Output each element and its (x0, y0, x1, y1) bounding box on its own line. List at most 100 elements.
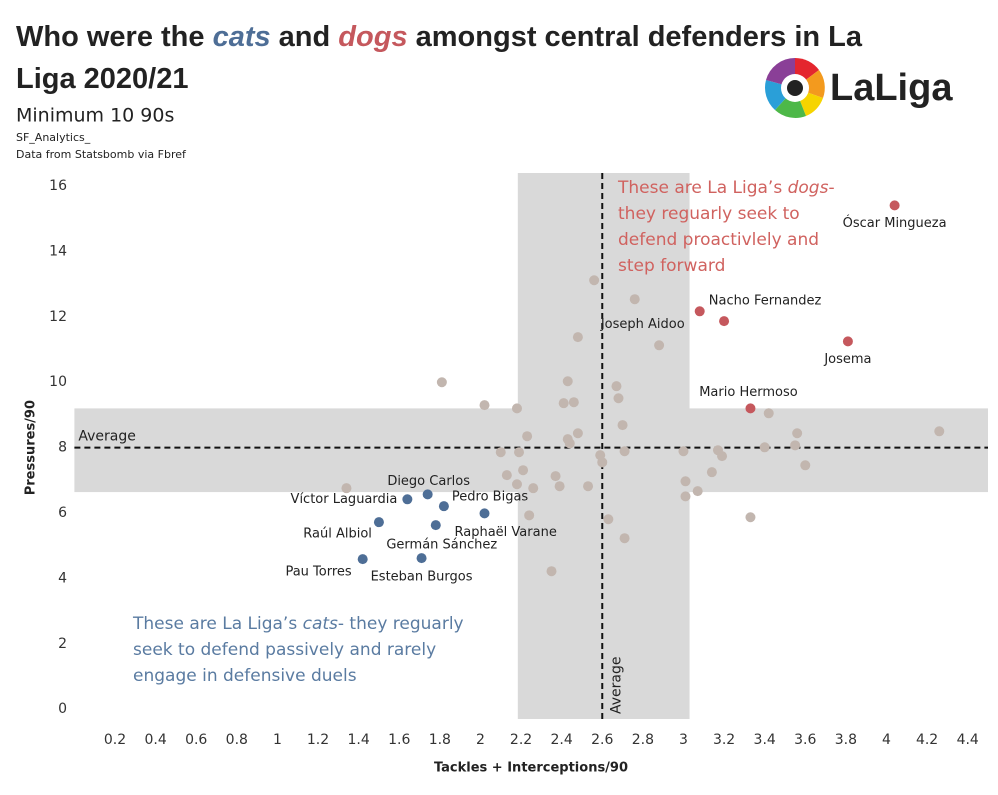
subtitle: Minimum 10 90s (16, 105, 174, 127)
point (438, 501, 449, 512)
point (550, 471, 561, 482)
x-tick-label: 1.8 (429, 732, 451, 748)
point-label: Pau Torres (285, 565, 351, 580)
point-label: Nacho Fernandez (709, 294, 822, 309)
x-tick-label: 1.2 (307, 732, 329, 748)
annotation-part: - (828, 178, 834, 198)
annotation-part: seek to defend passively and rarely (133, 640, 436, 660)
point (518, 465, 529, 476)
point (889, 200, 900, 211)
annotation-part: These are La Liga’s (617, 178, 788, 198)
x-tick-label: 4.4 (957, 732, 979, 748)
y-tick-label: 4 (58, 570, 67, 586)
point (759, 442, 770, 453)
point (430, 520, 441, 531)
title-part: and (271, 21, 339, 53)
title-part: Liga 2020/21 (16, 63, 189, 95)
title-part: cats (213, 21, 271, 53)
x-tick-label: 2.2 (510, 732, 532, 748)
annotation: engage in defensive duels (133, 666, 357, 686)
point-label: Raphaël Varane (455, 525, 557, 540)
point (514, 447, 525, 458)
point (706, 467, 717, 478)
y-tick-label: 14 (49, 243, 67, 259)
x-tick-label: 1.4 (347, 732, 369, 748)
point (546, 566, 557, 577)
chart-title: Liga 2020/21 (16, 63, 189, 95)
annotation-part: - they reguarly (338, 614, 464, 634)
point (613, 393, 624, 404)
x-tick-label: 2.8 (632, 732, 654, 748)
point (654, 340, 665, 351)
annotation: they reguarly seek to (618, 204, 800, 224)
point (597, 457, 608, 468)
credit: SF_Analytics_ (16, 131, 91, 144)
point (501, 470, 512, 481)
y-tick-label: 0 (58, 701, 67, 717)
point-label: Raúl Albiol (303, 527, 372, 542)
logo: LaLiga (765, 57, 953, 118)
point (790, 440, 801, 451)
point (842, 336, 853, 347)
point-label: Josema (823, 352, 871, 367)
logo-ball (787, 80, 803, 96)
point (402, 494, 413, 505)
annotation-part: step forward (618, 256, 725, 276)
point (572, 332, 583, 343)
logo-piece (775, 88, 806, 118)
point (479, 400, 490, 411)
annotation-part: cats (303, 614, 338, 634)
chart-title: Who were the cats and dogs amongst centr… (16, 21, 863, 53)
point (522, 431, 533, 442)
point-label: Diego Carlos (387, 474, 470, 489)
x-tick-label: 3 (679, 732, 688, 748)
annotation-part: defend proactivlely and (618, 230, 819, 250)
point-label: Esteban Burgos (371, 570, 473, 585)
point (617, 420, 628, 431)
point (680, 491, 691, 502)
point (572, 428, 583, 439)
point (619, 446, 630, 457)
annotation: These are La Liga’s dogs- (617, 178, 835, 198)
x-tick-label: 0.2 (104, 732, 126, 748)
x-tick-label: 0.8 (226, 732, 248, 748)
point (792, 428, 803, 439)
title-part: dogs (338, 21, 407, 53)
annotation-part: they reguarly seek to (618, 204, 800, 224)
y-band (74, 408, 988, 493)
annotation-part: These are La Liga’s (132, 614, 303, 634)
point (763, 408, 774, 419)
point (341, 483, 352, 494)
y-tick-label: 16 (49, 178, 67, 194)
point (745, 512, 756, 523)
reference-label: Average (608, 657, 624, 715)
point (422, 489, 433, 500)
reference-label: Average (78, 429, 135, 445)
y-tick-label: 12 (49, 309, 67, 325)
point (603, 514, 614, 525)
point (717, 451, 728, 462)
point-label: Pedro Bigas (452, 490, 529, 505)
point (511, 403, 522, 414)
x-tick-label: 3.6 (794, 732, 816, 748)
point (583, 481, 594, 492)
y-axis-label: Pressures/90 (24, 400, 39, 495)
annotation: defend proactivlely and (618, 230, 819, 250)
point (629, 294, 640, 305)
point (611, 381, 622, 392)
logo-piece (795, 70, 825, 98)
x-tick-label: 0.4 (144, 732, 166, 748)
point (511, 479, 522, 490)
x-tick-label: 3.2 (713, 732, 735, 748)
annotation-part: engage in defensive duels (133, 666, 357, 686)
point (800, 460, 811, 471)
x-tick-label: 0.6 (185, 732, 207, 748)
title-part: amongst central defenders in La (408, 21, 863, 53)
point (436, 377, 447, 388)
logo-text: LaLiga (830, 67, 953, 109)
x-tick-label: 4.2 (916, 732, 938, 748)
annotation: seek to defend passively and rarely (133, 640, 436, 660)
point-label: Víctor Laguardia (291, 492, 398, 507)
annotation-part: dogs (788, 178, 829, 198)
